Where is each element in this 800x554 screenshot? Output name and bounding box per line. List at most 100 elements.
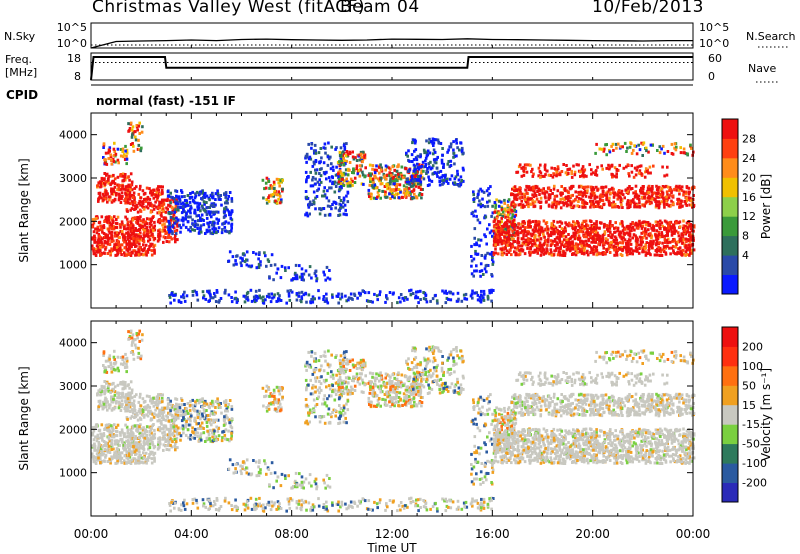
power-cell [104,233,108,237]
power-cell [191,228,194,232]
power-cell [592,240,595,244]
power-cell [141,220,145,224]
power-cell [632,222,635,226]
power-cell [275,271,278,275]
power-cell [531,220,535,224]
power-cell [388,186,392,190]
power-cell [536,229,539,233]
power-cell [549,189,552,192]
power-cell [302,278,305,282]
power-cell [328,179,332,183]
power-cell [110,230,114,234]
power-cell [144,234,148,238]
power-cell [541,174,544,178]
power-cell [120,197,123,201]
power-cell [635,237,638,241]
power-cell [445,291,449,295]
power-cell [526,230,529,234]
power-cell [668,246,671,250]
power-cell [379,182,383,186]
power-cell [494,228,498,232]
power-cell [110,234,114,238]
power-cell [226,208,229,212]
power-cell [211,194,215,198]
power-cell [516,238,520,242]
power-cell [128,192,131,196]
power-cell [539,196,543,200]
power-cell [157,234,160,238]
power-cell [440,161,444,165]
power-cell [241,257,244,261]
power-cell [114,221,118,225]
power-cell [598,221,602,225]
power-cell [660,190,664,194]
power-cell [275,201,279,205]
power-cell [392,182,395,186]
power-cell [128,191,132,195]
power-cell [473,243,476,247]
power-cell [561,253,564,257]
power-cell [497,224,501,228]
power-cell [94,240,97,244]
velocity-cell [132,448,136,451]
power-cell [666,241,670,245]
power-cell [188,209,191,213]
power-cell [102,156,105,159]
power-cell [634,249,638,253]
power-cell [391,172,394,175]
power-cell [268,186,271,190]
power-cell [470,292,474,296]
power-cell [460,299,464,303]
power-cell [396,301,399,305]
power-cell [217,226,221,230]
power-cell [113,243,116,247]
power-cell [550,225,553,229]
power-cell [640,195,644,199]
power-cell [669,227,673,231]
power-cell [311,300,315,304]
power-cell [667,229,671,233]
velocity-cell [110,425,113,429]
cpid-label: CPID [6,88,39,102]
power-cell [428,151,432,155]
velocity-cell [131,435,135,439]
power-cell [655,247,659,251]
power-cell [654,220,658,224]
power-cell [658,145,662,149]
power-cell [552,219,556,223]
power-cell [552,172,555,176]
power-cell [656,234,660,238]
power-cell [555,174,558,178]
power-cell [343,159,347,163]
power-cell [107,181,110,185]
power-cell [201,290,205,294]
power-cell [567,221,571,225]
power-cell [312,190,316,194]
power-cell [205,194,209,198]
power-cell [97,221,101,225]
power-cell [531,174,535,178]
power-cell [116,251,119,255]
power-cell [491,234,494,238]
power-cell [245,263,249,267]
power-cell [163,217,166,221]
power-cell [403,188,406,192]
power-cell [125,148,129,152]
power-cell [311,176,315,179]
power-cell [378,290,382,294]
power-cell [682,227,685,231]
power-cell [154,195,158,199]
power-cell [629,238,632,242]
power-cell [541,188,544,192]
power-cell [486,204,490,208]
power-cell [575,247,578,251]
power-cell [453,177,457,181]
power-cell [507,208,510,212]
power-cell [488,223,491,227]
power-cell [212,212,215,216]
power-cell [612,174,616,178]
power-cell [688,240,692,244]
power-cell [579,197,583,201]
power-cell [581,198,585,202]
power-cell [106,236,110,240]
